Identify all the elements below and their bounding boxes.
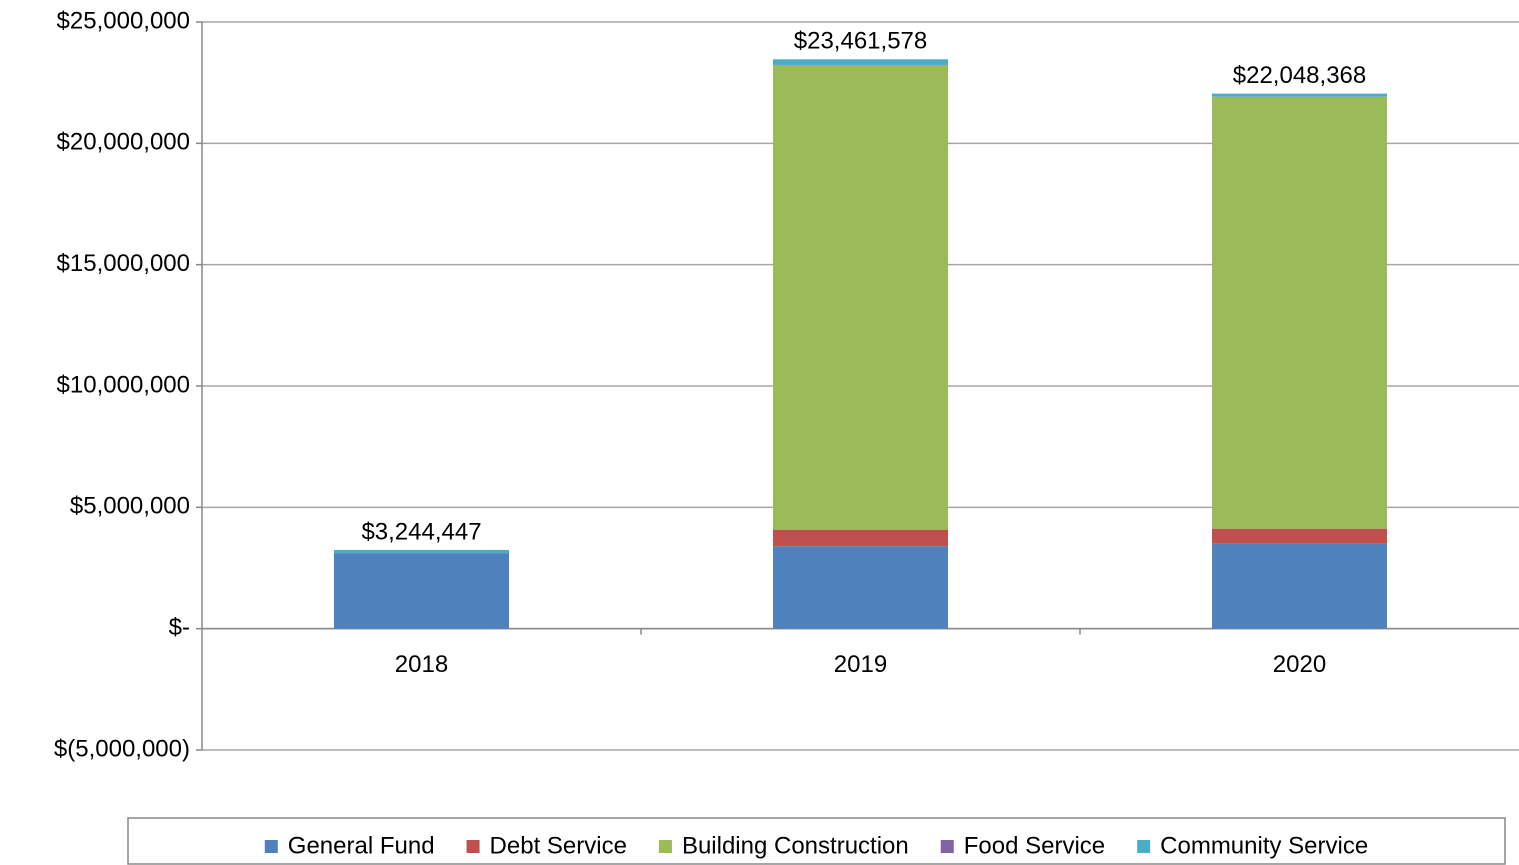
bar-segment [334,553,509,629]
bar-segment [1212,96,1387,529]
legend-item: Debt Service [466,832,627,859]
bar-segment [1212,543,1387,629]
y-tick-label: $25,000,000 [57,7,190,34]
x-tick-label: 2018 [395,651,448,678]
y-tick-label: $5,000,000 [70,493,190,520]
legend-item: Food Service [940,832,1105,859]
y-tick-label: $15,000,000 [57,250,190,277]
legend-item: General Fund [264,832,435,859]
legend-label: General Fund [288,832,435,859]
x-tick-label: 2019 [834,651,887,678]
bar-segment [334,549,509,554]
legend-swatch [1137,840,1151,853]
legend-label: Community Service [1160,832,1368,859]
y-tick-label: $- [169,614,190,641]
total-label: $3,244,447 [361,518,481,545]
legend-label: Food Service [964,832,1105,859]
legend-swatch [466,840,480,853]
bar-segment [1212,93,1387,97]
bar-segment [773,59,948,65]
legend-item: Community Service [1137,832,1368,859]
x-tick-label: 2020 [1273,651,1326,678]
bar-segment [773,546,948,629]
legend-label: Building Construction [682,832,909,859]
legend-swatch [940,840,954,853]
legend-swatch [658,840,672,853]
legend-box [127,817,1506,865]
legend-swatch [264,840,278,853]
legend-label: Debt Service [490,832,627,859]
legend: General Fund Debt Service Building Constru… [127,817,1506,865]
total-label: $22,048,368 [1233,62,1366,89]
bar-segment [1212,528,1387,544]
bar-segment [773,64,948,530]
legend-item: Building Construction [658,832,909,859]
y-tick-label: $(5,000,000) [54,735,190,762]
total-label: $23,461,578 [794,28,927,55]
bar-segment [773,529,948,547]
y-tick-label: $20,000,000 [57,129,190,156]
y-tick-label: $10,000,000 [57,371,190,398]
